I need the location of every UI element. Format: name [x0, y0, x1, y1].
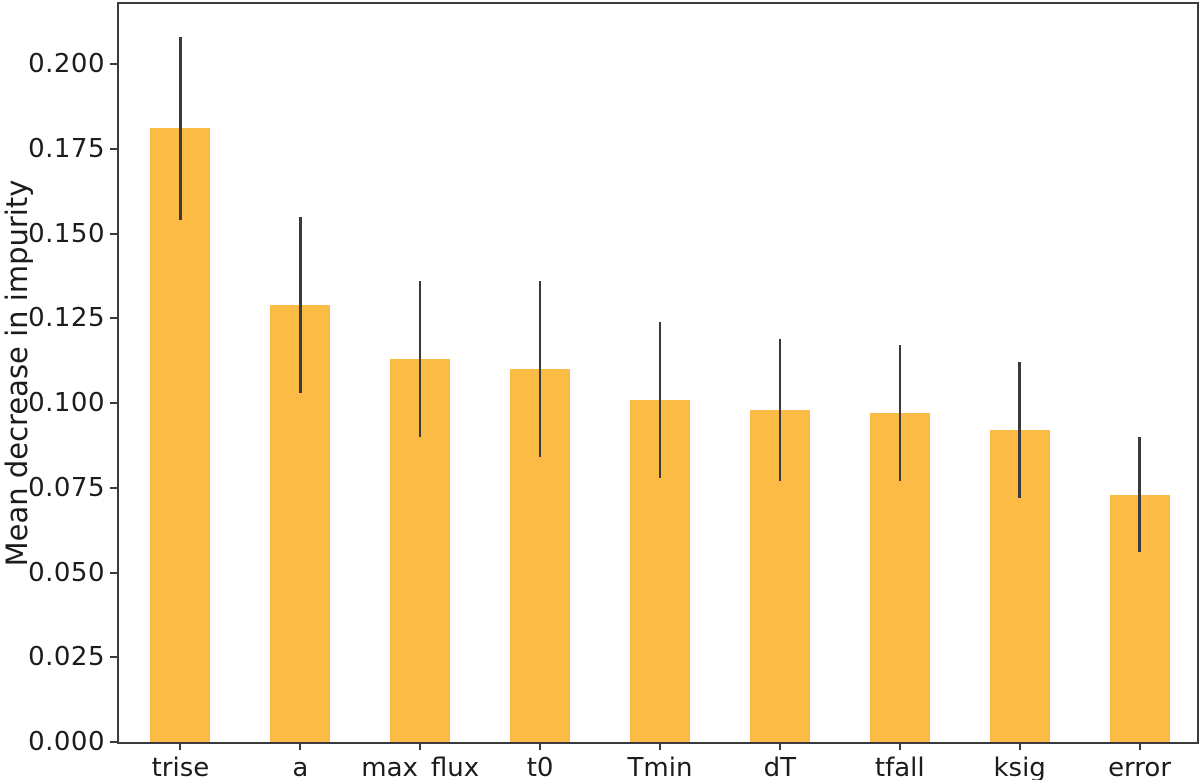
- error-bar-trise: [179, 36, 182, 220]
- y-tick-mark: [110, 63, 118, 65]
- y-tick-mark: [110, 232, 118, 235]
- y-tick-label: 0.025: [28, 642, 105, 673]
- y-tick-label: 0.175: [28, 133, 105, 164]
- error-bar-dT: [778, 338, 782, 481]
- x-tick-mark: [179, 742, 182, 750]
- y-tick-label: 0.000: [28, 727, 105, 757]
- error-bar-ksig: [1018, 362, 1021, 498]
- error-bar-error: [1138, 436, 1141, 553]
- x-tick-label-error: error: [1108, 753, 1172, 780]
- y-tick-label: 0.100: [28, 388, 105, 418]
- x-tick-label-dT: dT: [763, 753, 797, 780]
- y-tick-label: 0.075: [28, 472, 105, 503]
- y-tick-label: 0.125: [28, 303, 105, 334]
- y-tick-label: 0.200: [28, 49, 105, 79]
- y-tick-mark: [110, 571, 118, 574]
- x-tick-mark: [299, 742, 302, 750]
- error-bar-tfall: [898, 345, 902, 481]
- error-bar-Tmin: [658, 321, 662, 478]
- error-bar-a: [299, 216, 302, 393]
- y-tick-label: 0.050: [28, 557, 105, 588]
- x-tick-label-a: a: [292, 753, 309, 780]
- x-tick-mark: [1138, 742, 1141, 750]
- x-tick-label-ksig: ksig: [993, 753, 1046, 780]
- y-tick-mark: [110, 317, 118, 320]
- y-tick-mark: [110, 147, 118, 150]
- x-tick-label-max_flux: max_flux: [361, 753, 480, 780]
- x-tick-label-Tmin: Tmin: [627, 753, 693, 780]
- y-tick-mark: [110, 741, 118, 743]
- x-tick-label-trise: trise: [151, 753, 210, 780]
- x-tick-mark: [539, 742, 542, 750]
- y-tick-label: 0.150: [28, 218, 105, 249]
- error-bar-max_flux: [418, 280, 422, 437]
- plot-area: [117, 2, 1199, 744]
- x-tick-mark: [419, 742, 422, 750]
- x-tick-label-tfall: tfall: [874, 753, 925, 780]
- y-tick-mark: [110, 402, 118, 404]
- x-tick-mark: [659, 742, 661, 750]
- x-tick-mark: [898, 742, 901, 750]
- y-tick-mark: [110, 486, 118, 489]
- x-tick-mark: [778, 742, 781, 750]
- x-tick-label-t0: t0: [526, 753, 554, 780]
- x-tick-mark: [1018, 742, 1021, 750]
- y-tick-mark: [110, 656, 118, 659]
- error-bar-t0: [538, 280, 542, 458]
- bar-trise: [150, 128, 211, 742]
